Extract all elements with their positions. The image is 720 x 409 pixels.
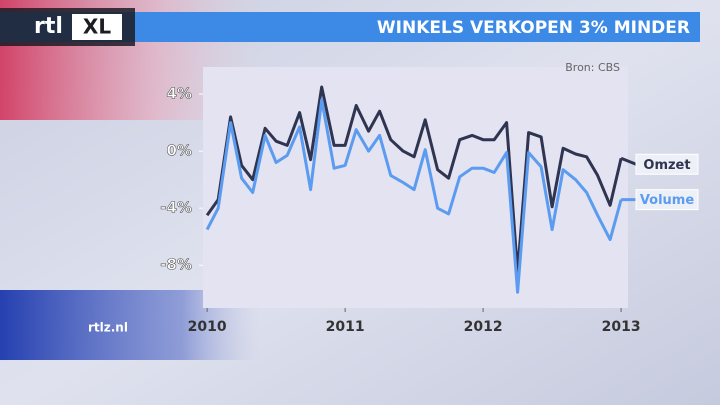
y-tick-label: 4%: [167, 85, 192, 103]
x-tick-label: 2011: [326, 319, 365, 335]
x-tick-label: 2010: [188, 319, 227, 335]
y-tick-label: 0%: [167, 142, 192, 160]
line-series: [205, 98, 623, 294]
legend-box: [635, 153, 699, 175]
legend-label: Omzet: [643, 158, 690, 173]
logo: XL: [83, 15, 111, 39]
site-label: rtlz.nl: [88, 321, 128, 335]
logo: rtl: [34, 14, 63, 39]
x-tick-label: 2012: [464, 319, 503, 335]
y-tick-label: -4%: [160, 199, 192, 217]
source: Bron: CBS: [565, 61, 620, 74]
chart-title: WINKELS VERKOPEN 3% MINDER: [377, 18, 690, 38]
legend-connector: [620, 156, 637, 166]
line-series: [205, 85, 623, 274]
legend-box: [635, 189, 699, 211]
logo-xl-box: [72, 14, 122, 40]
legend-label: Volume: [640, 193, 695, 208]
y-tick-label: -8%: [160, 256, 192, 274]
x-tick-label: 2013: [602, 319, 641, 335]
